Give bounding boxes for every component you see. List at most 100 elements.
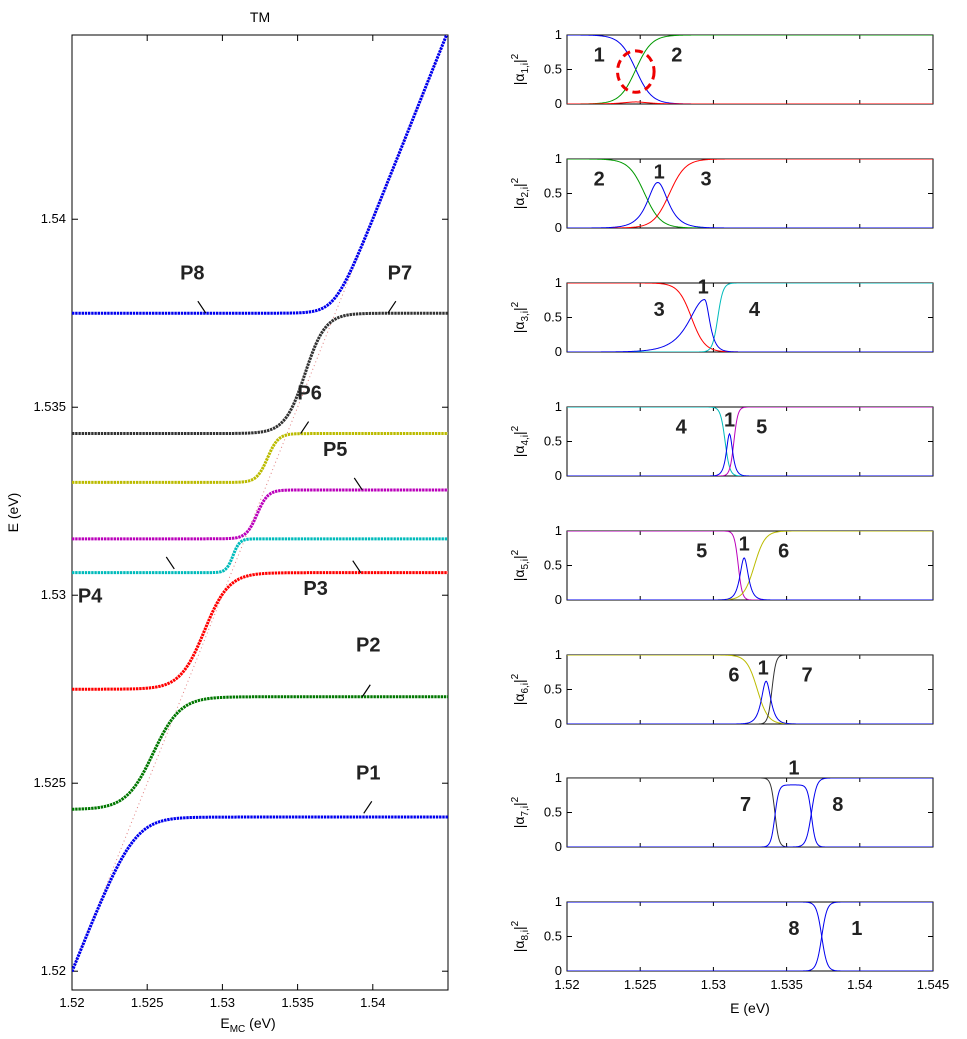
plot-area: [567, 531, 933, 600]
annotation-P5: P5: [323, 439, 347, 461]
y-tick-label: 0.5: [544, 929, 562, 944]
annotation-leader: [387, 300, 397, 314]
state-label-2: 2: [594, 168, 605, 190]
y-tick-label: 1.525: [33, 775, 66, 790]
ylabel-sup: 2: [510, 53, 521, 59]
series-P1: [72, 815, 448, 973]
y-tick-label: 0.5: [544, 558, 562, 573]
curve-2: [567, 35, 933, 104]
state-label-7: 7: [740, 794, 751, 816]
y-axis-label: |α6,i|2: [510, 673, 531, 705]
state-label-8: 8: [788, 918, 799, 940]
ylabel-post: |: [511, 307, 527, 311]
panel-4: 00.51|α4,i|2 4 1 5: [510, 399, 934, 483]
y-tick-label: 1: [555, 275, 562, 290]
ylabel-sub: 3,i: [520, 311, 531, 322]
curve-1: [567, 557, 933, 600]
state-label-1: 1: [788, 758, 799, 780]
ylabel-sup: 2: [510, 549, 521, 555]
x-axis-label: E (eV): [730, 1000, 770, 1016]
ylabel-pre: |α: [511, 74, 527, 86]
curve-3: [567, 101, 933, 104]
state-label-3: 3: [654, 299, 665, 321]
x-tick-label: 1.545: [917, 977, 950, 992]
ylabel-sub: 4,i: [520, 435, 531, 446]
x-tick-label: 1.52: [59, 995, 84, 1010]
x-tick-label: 1.54: [360, 995, 385, 1010]
y-tick-label: 0: [555, 220, 562, 235]
state-label-1: 1: [851, 918, 862, 940]
state-label-4: 4: [676, 416, 688, 438]
x-tick-label: 1.525: [624, 977, 657, 992]
x-tick-label: 1.52: [554, 977, 579, 992]
annotation-leader: [165, 556, 175, 570]
series-P3: [72, 571, 448, 691]
panel-frame: [566, 406, 934, 477]
ylabel-post: |: [511, 59, 527, 63]
y-tick-label: 0: [555, 592, 562, 607]
annotation-P2: P2: [356, 635, 380, 657]
ylabel-pre: |α: [511, 941, 527, 953]
state-label-7: 7: [802, 664, 813, 686]
panel-frame: [566, 777, 934, 848]
series-P4: [72, 537, 448, 575]
y-axis-label: |α8,i|2: [510, 920, 531, 952]
annotation-leader: [353, 477, 363, 491]
annotation-P6: P6: [297, 383, 321, 405]
x-axis-label: EMC (eV): [220, 1015, 275, 1035]
curve-6: [567, 531, 933, 600]
state-label-1: 1: [654, 161, 665, 183]
state-label-6: 6: [778, 540, 789, 562]
y-tick-label: 0: [555, 96, 562, 111]
curve-1: [567, 432, 933, 476]
panel-frame: [566, 530, 934, 601]
ylabel-post: |: [511, 679, 527, 683]
y-tick-label: 1.54: [41, 211, 66, 226]
annotation-P3: P3: [303, 578, 327, 600]
main-dispersion-chart: TM 1.52 1.525 1.53 1.535 1.54 1.52 1.525 1.53 1.5…: [5, 9, 449, 1035]
curve-3: [567, 159, 933, 228]
ylabel-pre: |α: [511, 198, 527, 210]
panel-8: 00.511.52 1.525 1.53 1.535 1.54 1.545|α8,i|2 8…: [510, 894, 949, 992]
annotation-P7: P7: [388, 262, 412, 284]
state-label-5: 5: [756, 416, 767, 438]
ylabel-post: |: [511, 431, 527, 435]
panel-6: 00.51|α6,i|2 6 1 7: [510, 647, 934, 731]
y-axis-label: |α7,i|2: [510, 796, 531, 828]
y-tick-label: 0: [555, 344, 562, 359]
state-label-6: 6: [728, 664, 739, 686]
state-label-1: 1: [594, 44, 605, 66]
curve-1: [567, 299, 933, 352]
state-label-3: 3: [701, 168, 712, 190]
x-tick-label: 1.53: [210, 995, 235, 1010]
x-tick-label: 1.525: [131, 995, 164, 1010]
plot-area: [567, 159, 933, 228]
y-axis-label: E (eV): [5, 493, 21, 533]
ylabel-sup: 2: [510, 425, 521, 431]
y-tick-label: 0: [555, 468, 562, 483]
panel-3: 0 0.5 1 |α3,i|2 3 1 4: [510, 275, 934, 359]
annotation-leader: [361, 684, 371, 698]
y-tick-label: 1.52: [41, 963, 66, 978]
y-tick-label: 1.53: [41, 587, 66, 602]
plot-area: [567, 655, 933, 724]
ylabel-sup: 2: [510, 673, 521, 679]
curve-1: [567, 680, 933, 724]
ylabel-sup: 2: [510, 177, 521, 183]
y-tick-label: 0: [555, 963, 562, 978]
ylabel-pre: |α: [511, 817, 527, 829]
y-axis-label: |α2,i|2: [510, 177, 531, 209]
x-tick-label: 1.535: [770, 977, 803, 992]
ylabel-sub: 7,i: [520, 806, 531, 817]
y-axis-label: |α3,i|2: [510, 301, 531, 333]
panel-5: 0 0.5 1 |α5,i|2 5 1 6: [510, 523, 934, 607]
panel-frame: [566, 901, 934, 972]
y-tick-label: 1: [555, 523, 562, 538]
ylabel-post: |: [511, 183, 527, 187]
y-tick-label: 0.5: [544, 310, 562, 325]
curve-5: [567, 531, 933, 600]
state-label-1: 1: [758, 657, 769, 679]
annotation-leader: [197, 300, 207, 314]
highlight-circle: [616, 49, 656, 94]
